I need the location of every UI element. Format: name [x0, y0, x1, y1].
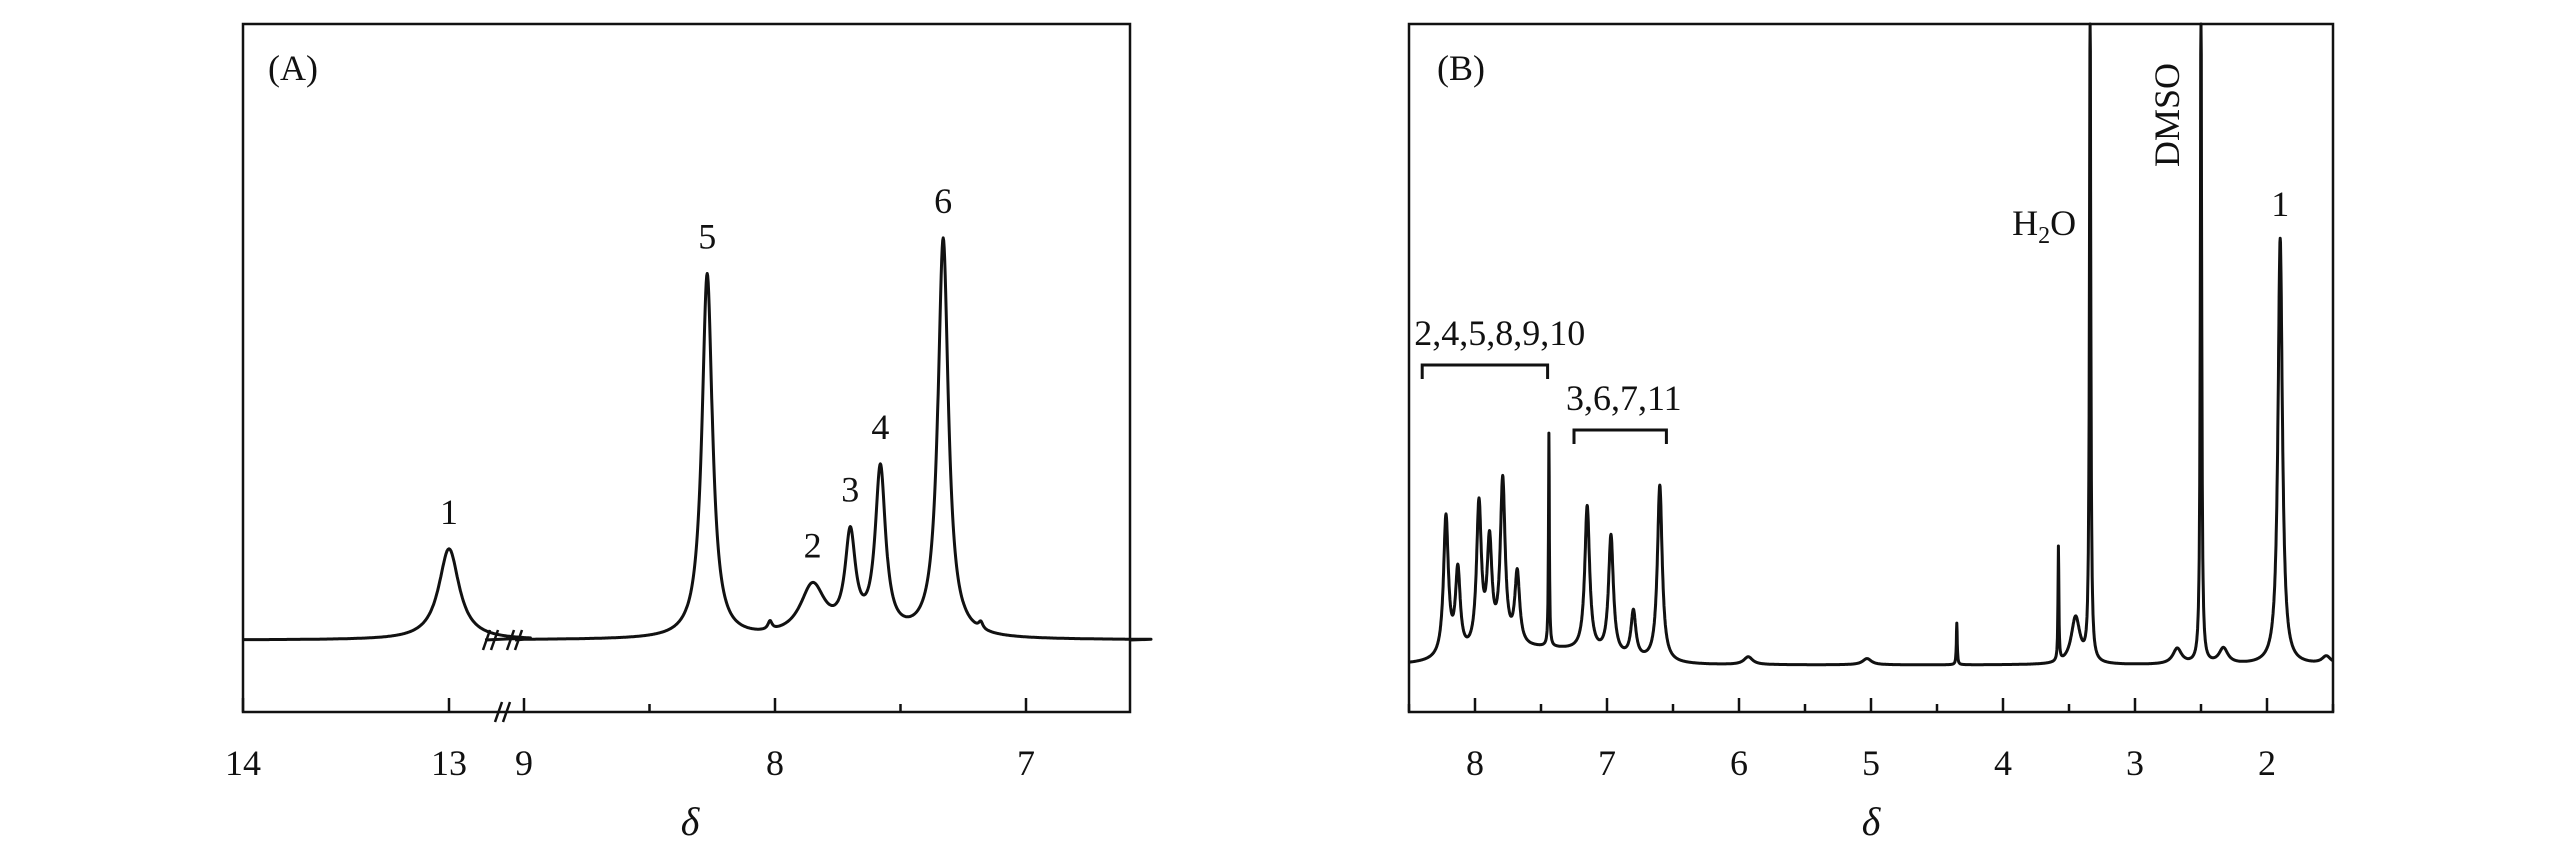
panel-a-peak-label: 6 [934, 181, 952, 221]
axis-break-mark [489, 629, 500, 651]
panel-a-x-tick-label: 9 [515, 743, 533, 783]
panel-b-group-bracket [1420, 363, 1550, 379]
panel-b-peak-label-h2o: H2O [2012, 203, 2076, 249]
panel-a-x-tick-label: 13 [431, 743, 467, 783]
axis-break-mark [513, 629, 524, 651]
panel-b-x-tick-label: 8 [1466, 743, 1484, 783]
panel-a-peak-label: 1 [440, 492, 458, 532]
panel-b-spectrum-line [1407, 22, 2335, 667]
panel-a-peak-label: 2 [804, 525, 822, 565]
panel-a-x-tick-label: 8 [766, 743, 784, 783]
panel-a-label: (A) [268, 48, 318, 88]
panel-b-peak-label-dmso: DMSO [2147, 63, 2187, 167]
panel-a-frame [241, 22, 1132, 714]
panel-a-peak-label: 3 [841, 470, 859, 510]
panel-b-peak-labels: H2O DMSO 1 [2012, 63, 2289, 249]
axis-break-mark [481, 629, 492, 651]
panel-a-x-axis: 14 13 9 8 7 [225, 698, 1035, 783]
panel-b-x-tick-label: 2 [2258, 743, 2276, 783]
panel-a-peak-labels: 1 234 5 6 [440, 181, 952, 565]
axis-break-mark [501, 701, 512, 723]
panel-a-peak-label: 4 [871, 407, 889, 447]
panel-b-group-label: 2,4,5,8,9,10 [1414, 313, 1585, 353]
panel-b-x-tick-label: 5 [1862, 743, 1880, 783]
panel-b-group-bracket [1572, 428, 1668, 444]
panel-b-label: (B) [1437, 48, 1485, 88]
panel-b-group-label: 3,6,7,11 [1566, 378, 1682, 418]
panel-b-x-tick-label: 7 [1598, 743, 1616, 783]
panel-b: (B) 8 7 6 5 4 3 2 2,4,5,8,9,10 3,6,7,11 H2O DMSO… [1407, 22, 2335, 844]
panel-a-x-tick-label: 14 [225, 743, 261, 783]
panel-a-x-axis-title: δ [681, 799, 701, 844]
panel-b-peak-label: 1 [2271, 184, 2289, 224]
panel-a: (A) 14 13 9 8 7 1 234 5 6 δ [225, 22, 1153, 844]
panel-b-x-tick-label: 6 [1730, 743, 1748, 783]
axis-break-mark [493, 701, 504, 723]
panel-a-x-tick-label: 7 [1017, 743, 1035, 783]
panel-b-group-labels: 2,4,5,8,9,10 3,6,7,11 [1414, 313, 1682, 444]
panel-b-x-axis: 8 7 6 5 4 3 2 [1407, 698, 2335, 783]
panel-a-peak-label: 5 [698, 216, 716, 256]
panel-a-axis-break [481, 629, 524, 723]
panel-b-x-tick-label: 4 [1994, 743, 2012, 783]
panel-b-x-axis-title: δ [1862, 799, 1882, 844]
axis-break-mark [505, 629, 516, 651]
panel-b-x-tick-label: 3 [2126, 743, 2144, 783]
panel-a-spectrum-line [242, 236, 1153, 642]
